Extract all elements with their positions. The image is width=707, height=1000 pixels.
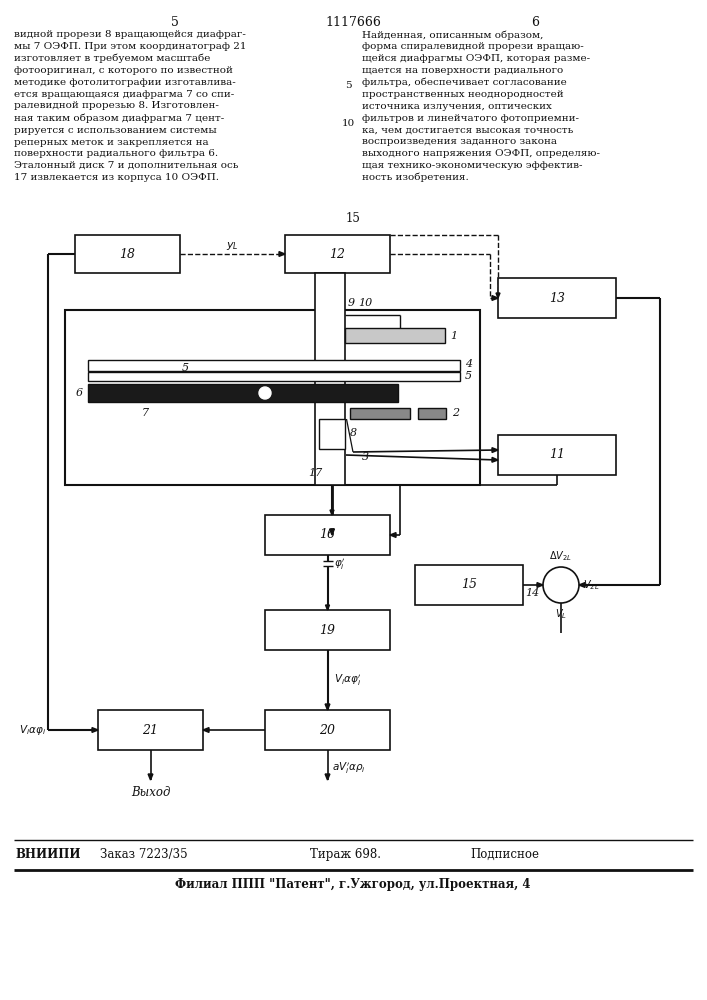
- Text: ВНИИПИ: ВНИИПИ: [15, 848, 81, 861]
- Text: 10: 10: [341, 118, 355, 127]
- Text: $\mathit{aV_i'\alpha\rho_i}$: $\mathit{aV_i'\alpha\rho_i}$: [332, 760, 366, 776]
- Bar: [315, 273, 345, 485]
- Polygon shape: [279, 252, 285, 256]
- Bar: [350, 408, 410, 419]
- Text: 21: 21: [143, 724, 158, 736]
- Bar: [319, 419, 345, 449]
- Text: 13: 13: [549, 292, 565, 304]
- Text: 18: 18: [119, 247, 136, 260]
- Text: 20: 20: [320, 724, 336, 736]
- Text: 9: 9: [348, 298, 355, 308]
- Text: 5: 5: [182, 363, 189, 373]
- Polygon shape: [329, 529, 334, 535]
- Text: 12: 12: [329, 247, 346, 260]
- Text: 7: 7: [141, 408, 148, 418]
- Text: 5: 5: [345, 82, 351, 91]
- Polygon shape: [496, 293, 500, 298]
- Polygon shape: [390, 533, 396, 537]
- Text: 1117666: 1117666: [325, 16, 381, 29]
- Polygon shape: [330, 510, 334, 515]
- Text: Тираж 698.: Тираж 698.: [310, 848, 381, 861]
- Text: 5: 5: [171, 16, 179, 29]
- Text: 10: 10: [358, 298, 372, 308]
- Text: 8: 8: [350, 428, 357, 438]
- Bar: [98, 710, 203, 750]
- Text: Выход: Выход: [131, 786, 170, 799]
- Text: $\mathit{V_i\alpha\varphi_i'}$: $\mathit{V_i\alpha\varphi_i'}$: [334, 672, 361, 688]
- Bar: [265, 710, 390, 750]
- Bar: [88, 372, 460, 381]
- Text: Подписное: Подписное: [470, 848, 539, 861]
- Bar: [498, 278, 616, 318]
- Circle shape: [543, 567, 579, 603]
- Text: $\mathit{V_L}$: $\mathit{V_L}$: [555, 607, 567, 621]
- Text: $\mathit{\varphi_i'}$: $\mathit{\varphi_i'}$: [334, 556, 345, 572]
- Bar: [88, 384, 398, 402]
- Text: 11: 11: [549, 448, 565, 462]
- Text: 15: 15: [461, 578, 477, 591]
- Polygon shape: [492, 457, 498, 462]
- Text: Филиал ППП "Патент", г.Ужгород, ул.Проектная, 4: Филиал ППП "Патент", г.Ужгород, ул.Проек…: [175, 878, 531, 891]
- Polygon shape: [492, 448, 498, 452]
- Text: 2: 2: [452, 408, 459, 418]
- Polygon shape: [537, 583, 543, 587]
- Polygon shape: [148, 774, 153, 780]
- Text: 3: 3: [362, 452, 369, 462]
- Polygon shape: [92, 728, 98, 732]
- Bar: [75, 235, 180, 273]
- Polygon shape: [492, 296, 498, 300]
- Polygon shape: [203, 728, 209, 732]
- Text: 17: 17: [308, 468, 322, 478]
- Text: видной прорези 8 вращающейся диафраг-
мы 7 ОЭФП. При этом координатограф 21
изго: видной прорези 8 вращающейся диафраг- мы…: [14, 30, 247, 182]
- Text: 16: 16: [320, 528, 336, 542]
- Text: 19: 19: [320, 624, 336, 637]
- Text: Заказ 7223/35: Заказ 7223/35: [100, 848, 187, 861]
- Text: $\mathit{\Delta V_{2L}}$: $\mathit{\Delta V_{2L}}$: [549, 549, 573, 563]
- Text: 4: 4: [465, 359, 472, 369]
- Text: 6: 6: [76, 388, 83, 398]
- Text: $\mathit{y_L}$: $\mathit{y_L}$: [226, 240, 239, 252]
- Polygon shape: [325, 605, 329, 610]
- Text: 1: 1: [450, 331, 457, 341]
- Text: $\mathit{V_i\alpha\varphi_i}$: $\mathit{V_i\alpha\varphi_i}$: [19, 723, 46, 737]
- Bar: [285, 235, 390, 273]
- Bar: [265, 610, 390, 650]
- Circle shape: [259, 387, 271, 399]
- Polygon shape: [325, 704, 330, 710]
- Bar: [415, 565, 523, 605]
- Text: 14: 14: [525, 588, 539, 598]
- Bar: [418, 408, 446, 419]
- Bar: [65, 310, 480, 485]
- Text: 15: 15: [346, 212, 361, 225]
- Bar: [265, 515, 390, 555]
- Text: 6: 6: [531, 16, 539, 29]
- Bar: [498, 435, 616, 475]
- Text: 5: 5: [465, 371, 472, 381]
- Polygon shape: [579, 583, 585, 587]
- Bar: [88, 360, 460, 371]
- Bar: [345, 328, 445, 343]
- Polygon shape: [325, 774, 330, 780]
- Text: $\mathit{V_{2L}}$: $\mathit{V_{2L}}$: [583, 578, 600, 592]
- Text: Найденная, описанным образом,
форма спиралевидной прорези вращаю-
щейся диафрагм: Найденная, описанным образом, форма спир…: [362, 30, 600, 182]
